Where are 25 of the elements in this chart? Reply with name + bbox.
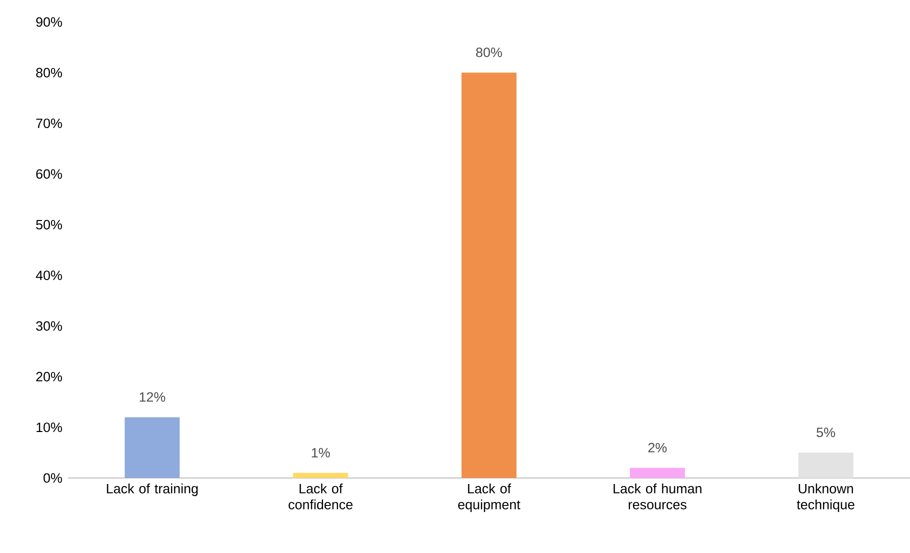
y-tick-label: 40% xyxy=(36,270,62,280)
y-tick-label: 90% xyxy=(36,17,62,27)
data-label: 2% xyxy=(648,442,667,452)
bar xyxy=(798,452,854,478)
bar xyxy=(293,472,348,478)
x-tick-label: Lack of training xyxy=(106,484,198,496)
data-label: 12% xyxy=(140,392,166,402)
y-tick-label: 10% xyxy=(36,422,62,432)
y-tick-label: 30% xyxy=(36,321,62,331)
data-label: 5% xyxy=(816,428,836,438)
y-tick-label: 80% xyxy=(36,68,62,78)
data-label: 1% xyxy=(312,448,330,458)
bar xyxy=(462,72,517,478)
y-tick-label: 70% xyxy=(36,118,62,128)
x-tick-label: Lack of confidence xyxy=(288,484,353,510)
bar xyxy=(630,468,685,478)
x-tick-label: Lack of equipment xyxy=(458,484,520,512)
y-tick-label: 20% xyxy=(36,372,62,382)
x-tick-label: Lack of human resources xyxy=(614,484,702,510)
x-tick-label: Unknown technique xyxy=(796,484,854,512)
y-tick-label: 0% xyxy=(44,473,62,483)
data-label: 80% xyxy=(476,48,502,58)
y-tick-label: 60% xyxy=(36,169,62,179)
bar xyxy=(124,417,180,478)
y-tick-label: 50% xyxy=(36,220,62,230)
